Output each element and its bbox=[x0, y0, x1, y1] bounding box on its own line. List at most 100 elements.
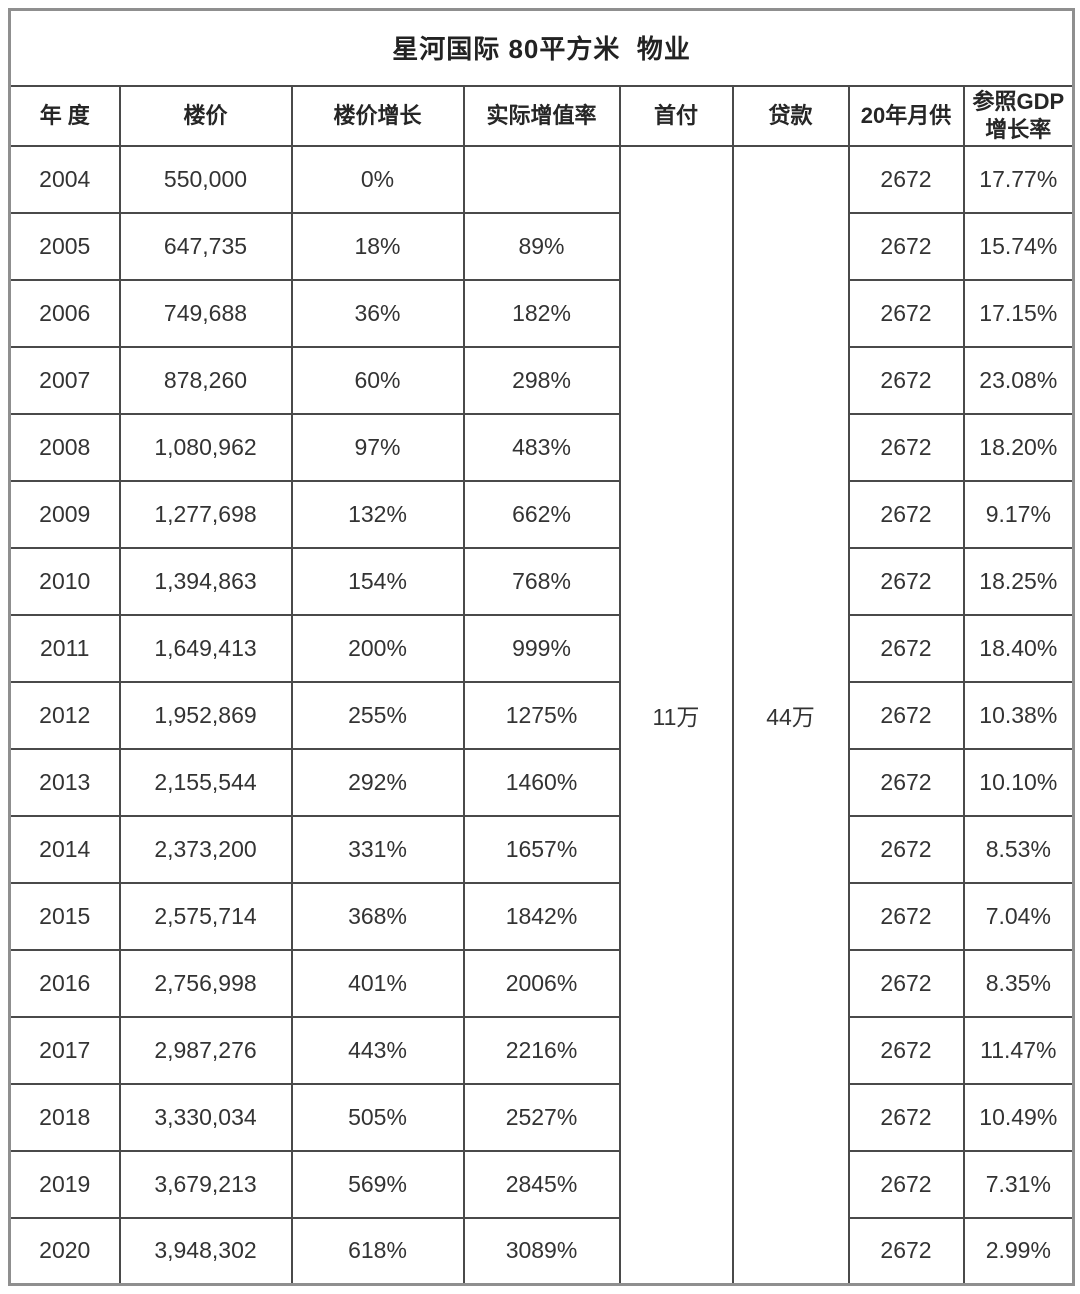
cell-price-growth: 18% bbox=[290, 211, 465, 281]
cell-year: 2013 bbox=[8, 747, 121, 817]
cell-price-growth: 505% bbox=[290, 1082, 465, 1152]
header-gdp-line2: 增长率 bbox=[985, 116, 1052, 142]
cell-actual-rate: 298% bbox=[462, 345, 621, 415]
table-row: 2015 2,575,714 368% 1842% 2672 7.04% bbox=[8, 881, 1075, 951]
cell-monthly-payment: 2672 bbox=[847, 814, 965, 884]
cell-monthly-payment: 2672 bbox=[847, 613, 965, 683]
cell-price: 2,575,714 bbox=[118, 881, 293, 951]
cell-price: 1,952,869 bbox=[118, 680, 293, 750]
cell-gdp-rate: 7.31% bbox=[962, 1149, 1075, 1219]
cell-price: 1,649,413 bbox=[118, 613, 293, 683]
cell-price-growth: 331% bbox=[290, 814, 465, 884]
table-row: 2012 1,952,869 255% 1275% 2672 10.38% bbox=[8, 680, 1075, 750]
cell-gdp-rate: 18.20% bbox=[962, 412, 1075, 482]
table-body: 星河国际 80平方米 物业 年 度 楼价 楼价增长 实际增值率 首付 贷款 20… bbox=[8, 8, 1075, 1286]
cell-actual-rate: 2527% bbox=[462, 1082, 621, 1152]
cell-gdp-rate: 10.49% bbox=[962, 1082, 1075, 1152]
cell-year: 2012 bbox=[8, 680, 121, 750]
cell-price: 3,330,034 bbox=[118, 1082, 293, 1152]
cell-year: 2014 bbox=[8, 814, 121, 884]
cell-monthly-payment: 2672 bbox=[847, 1015, 965, 1085]
cell-price-growth: 0% bbox=[290, 144, 465, 214]
cell-price: 1,277,698 bbox=[118, 479, 293, 549]
cell-price: 3,679,213 bbox=[118, 1149, 293, 1219]
cell-price: 2,373,200 bbox=[118, 814, 293, 884]
cell-gdp-rate: 11.47% bbox=[962, 1015, 1075, 1085]
cell-actual-rate: 1275% bbox=[462, 680, 621, 750]
table-row: 2013 2,155,544 292% 1460% 2672 10.10% bbox=[8, 747, 1075, 817]
cell-price: 1,394,863 bbox=[118, 546, 293, 616]
cell-gdp-rate: 15.74% bbox=[962, 211, 1075, 281]
cell-gdp-rate: 2.99% bbox=[962, 1216, 1075, 1286]
cell-year: 2019 bbox=[8, 1149, 121, 1219]
table-title: 星河国际 80平方米 物业 bbox=[8, 8, 1075, 87]
cell-year: 2006 bbox=[8, 278, 121, 348]
cell-price-growth: 401% bbox=[290, 948, 465, 1018]
cell-price: 749,688 bbox=[118, 278, 293, 348]
cell-actual-rate: 182% bbox=[462, 278, 621, 348]
table-row: 2010 1,394,863 154% 768% 2672 18.25% bbox=[8, 546, 1075, 616]
cell-monthly-payment: 2672 bbox=[847, 479, 965, 549]
cell-year: 2004 bbox=[8, 144, 121, 214]
title-row: 星河国际 80平方米 物业 bbox=[8, 8, 1075, 87]
header-gdp-line1: 参照GDP bbox=[972, 89, 1065, 114]
cell-actual-rate: 483% bbox=[462, 412, 621, 482]
cell-price: 2,756,998 bbox=[118, 948, 293, 1018]
cell-price: 2,987,276 bbox=[118, 1015, 293, 1085]
cell-price-growth: 60% bbox=[290, 345, 465, 415]
cell-actual-rate: 1657% bbox=[462, 814, 621, 884]
cell-year: 2020 bbox=[8, 1216, 121, 1286]
cell-gdp-rate: 10.38% bbox=[962, 680, 1075, 750]
cell-monthly-payment: 2672 bbox=[847, 948, 965, 1018]
cell-year: 2005 bbox=[8, 211, 121, 281]
cell-actual-rate: 2006% bbox=[462, 948, 621, 1018]
header-actual-rate: 实际增值率 bbox=[462, 84, 621, 147]
table-row: 2020 3,948,302 618% 3089% 2672 2.99% bbox=[8, 1216, 1075, 1286]
cell-actual-rate: 768% bbox=[462, 546, 621, 616]
cell-price: 647,735 bbox=[118, 211, 293, 281]
cell-monthly-payment: 2672 bbox=[847, 345, 965, 415]
cell-gdp-rate: 23.08% bbox=[962, 345, 1075, 415]
cell-actual-rate: 999% bbox=[462, 613, 621, 683]
cell-monthly-payment: 2672 bbox=[847, 680, 965, 750]
table-row: 2009 1,277,698 132% 662% 2672 9.17% bbox=[8, 479, 1075, 549]
cell-price: 550,000 bbox=[118, 144, 293, 214]
table-row: 2018 3,330,034 505% 2527% 2672 10.49% bbox=[8, 1082, 1075, 1152]
cell-price-growth: 618% bbox=[290, 1216, 465, 1286]
cell-price: 3,948,302 bbox=[118, 1216, 293, 1286]
table-row: 2016 2,756,998 401% 2006% 2672 8.35% bbox=[8, 948, 1075, 1018]
cell-price-growth: 97% bbox=[290, 412, 465, 482]
cell-year: 2018 bbox=[8, 1082, 121, 1152]
cell-monthly-payment: 2672 bbox=[847, 546, 965, 616]
cell-monthly-payment: 2672 bbox=[847, 881, 965, 951]
cell-monthly-payment: 2672 bbox=[847, 278, 965, 348]
cell-price-growth: 132% bbox=[290, 479, 465, 549]
table-row: 2006 749,688 36% 182% 2672 17.15% bbox=[8, 278, 1075, 348]
cell-actual-rate: 89% bbox=[462, 211, 621, 281]
cell-gdp-rate: 10.10% bbox=[962, 747, 1075, 817]
cell-gdp-rate: 9.17% bbox=[962, 479, 1075, 549]
cell-year: 2008 bbox=[8, 412, 121, 482]
cell-gdp-rate: 17.15% bbox=[962, 278, 1075, 348]
cell-gdp-rate: 8.53% bbox=[962, 814, 1075, 884]
cell-actual-rate: 2845% bbox=[462, 1149, 621, 1219]
cell-monthly-payment: 2672 bbox=[847, 1082, 965, 1152]
property-price-table: 星河国际 80平方米 物业 年 度 楼价 楼价增长 实际增值率 首付 贷款 20… bbox=[8, 8, 1076, 1286]
cell-year: 2015 bbox=[8, 881, 121, 951]
table-row: 2014 2,373,200 331% 1657% 2672 8.53% bbox=[8, 814, 1075, 884]
header-price-growth: 楼价增长 bbox=[290, 84, 465, 147]
cell-monthly-payment: 2672 bbox=[847, 747, 965, 817]
cell-price-growth: 255% bbox=[290, 680, 465, 750]
cell-price-growth: 569% bbox=[290, 1149, 465, 1219]
cell-monthly-payment: 2672 bbox=[847, 144, 965, 214]
cell-price: 2,155,544 bbox=[118, 747, 293, 817]
cell-actual-rate: 662% bbox=[462, 479, 621, 549]
cell-gdp-rate: 17.77% bbox=[962, 144, 1075, 214]
cell-price: 1,080,962 bbox=[118, 412, 293, 482]
down-payment-cell: 11万 bbox=[618, 144, 734, 1286]
header-row: 年 度 楼价 楼价增长 实际增值率 首付 贷款 20年月供 参照GDP 增长率 bbox=[8, 84, 1075, 147]
cell-actual-rate: 1842% bbox=[462, 881, 621, 951]
cell-monthly-payment: 2672 bbox=[847, 1149, 965, 1219]
table-row: 2004 550,000 0% 11万 44万 2672 17.77% bbox=[8, 144, 1075, 1286]
